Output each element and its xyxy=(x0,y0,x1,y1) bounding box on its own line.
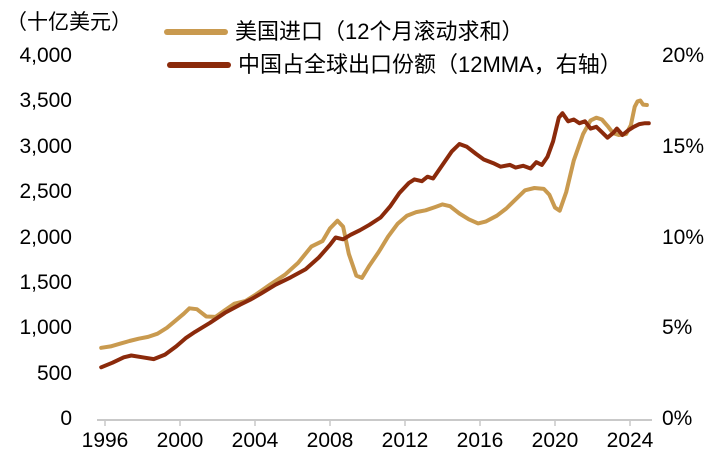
legend-item-us-imports: 美国进口（12个月滚动求和） xyxy=(164,20,622,44)
y-axis-label-left: 1,500 xyxy=(19,270,72,294)
y-axis-label-left: 500 xyxy=(36,361,72,385)
y-axis-label-left: 2,000 xyxy=(19,225,72,249)
y-axis-label-left: 3,000 xyxy=(19,134,72,158)
legend-label-china-share: 中国占全球出口份额（12MMA，右轴） xyxy=(238,52,622,77)
left-axis-unit-label: （十亿美元） xyxy=(6,11,132,34)
y-axis-label-left: 2,500 xyxy=(19,180,72,204)
series-line-china-share xyxy=(99,111,651,370)
legend-swatch-china-share xyxy=(167,62,231,68)
y-axis-label-right: 15% xyxy=(662,134,705,158)
x-axis-label: 2000 xyxy=(156,429,204,452)
legend: 美国进口（12个月滚动求和） 中国占全球出口份额（12MMA，右轴） xyxy=(164,20,622,86)
y-axis-label-left: 3,500 xyxy=(19,89,72,113)
legend-item-china-share: 中国占全球出口份额（12MMA，右轴） xyxy=(167,53,622,77)
x-axis-label: 2008 xyxy=(306,429,354,452)
y-axis-label-left: 0 xyxy=(60,407,72,430)
x-axis-label: 2016 xyxy=(456,429,504,452)
y-axis-label-right: 10% xyxy=(662,225,705,249)
x-axis-label: 2012 xyxy=(381,429,429,452)
y-axis-label-right: 5% xyxy=(662,316,693,340)
y-axis-label-right: 20% xyxy=(662,44,705,67)
legend-label-us-imports: 美国进口（12个月滚动求和） xyxy=(235,19,524,44)
legend-swatch-us-imports xyxy=(164,29,228,35)
x-axis-label: 2020 xyxy=(531,429,579,452)
y-axis-label-left: 1,000 xyxy=(19,316,72,340)
x-axis-label: 1996 xyxy=(81,429,129,452)
series-line-us-imports xyxy=(99,98,649,350)
x-axis-label: 2004 xyxy=(231,429,279,452)
y-axis-label-right: 0% xyxy=(662,407,693,430)
x-axis-label: 2024 xyxy=(606,429,654,452)
y-axis-label-left: 4,000 xyxy=(19,44,72,67)
